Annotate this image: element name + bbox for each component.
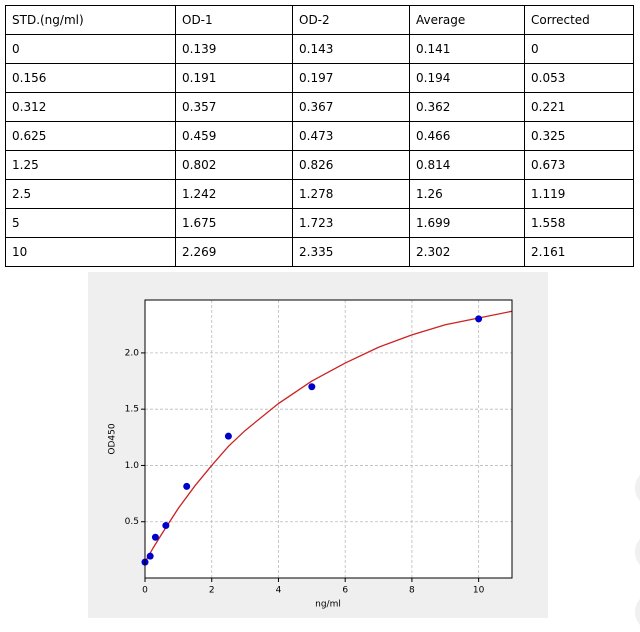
table-row: 5 1.675 1.723 1.699 1.558 (5, 208, 634, 238)
decor (635, 598, 640, 626)
table-cell: OD-1 (175, 5, 293, 35)
table-cell: Average (409, 5, 525, 35)
table-cell: 0.814 (409, 150, 525, 180)
y-tick-label: 2.0 (125, 348, 140, 358)
data-point (162, 522, 170, 530)
header-row: STD.(ng/ml) OD-1 OD-2 Average Corrected (5, 5, 634, 35)
table-cell: 0.139 (175, 34, 293, 64)
decor (635, 538, 640, 566)
table-cell: 0.473 (292, 121, 410, 151)
table-row: 1.25 0.802 0.826 0.814 0.673 (5, 150, 634, 180)
table-cell: 0.357 (175, 92, 293, 122)
x-tick-label: 0 (142, 586, 148, 596)
table-row: 10 2.269 2.335 2.302 2.161 (5, 237, 634, 267)
table-row: 0.625 0.459 0.473 0.466 0.325 (5, 121, 634, 151)
x-axis-label: ng/ml (315, 600, 341, 610)
data-point (308, 383, 316, 391)
table-cell: 0.459 (175, 121, 293, 151)
table-row: 0 0.139 0.143 0.141 0 (5, 34, 634, 64)
table-cell: 1.558 (524, 208, 634, 238)
table-cell: 10 (5, 237, 176, 267)
table-cell: 2.335 (292, 237, 410, 267)
x-tick-label: 10 (473, 586, 485, 596)
x-tick-label: 6 (342, 586, 348, 596)
table-cell: STD.(ng/ml) (5, 5, 176, 35)
decor (635, 474, 640, 502)
x-tick-label: 2 (209, 586, 215, 596)
table-cell: 0.362 (409, 92, 525, 122)
y-tick-label: 1.0 (125, 461, 140, 471)
data-point (183, 482, 191, 490)
table-cell: 0.466 (409, 121, 525, 151)
table-cell: Corrected (524, 5, 634, 35)
table-row: 2.5 1.242 1.278 1.26 1.119 (5, 179, 634, 209)
fit-curve (144, 310, 513, 563)
data-point (475, 315, 483, 323)
table-cell: 0.673 (524, 150, 634, 180)
plot-frame (144, 299, 513, 579)
table-cell: 0.625 (5, 121, 176, 151)
data-point (151, 533, 159, 541)
table-cell: 0.826 (292, 150, 410, 180)
x-tick-label: 4 (276, 586, 282, 596)
x-tick-label: 8 (409, 586, 415, 596)
table-cell: 0.143 (292, 34, 410, 64)
data-point (146, 552, 154, 560)
table-row: 0.312 0.357 0.367 0.362 0.221 (5, 92, 634, 122)
table-cell: 2.161 (524, 237, 634, 267)
table-cell: 2.302 (409, 237, 525, 267)
table-row: 0.156 0.191 0.197 0.194 0.053 (5, 63, 634, 93)
y-axis-label: OD450 (108, 423, 118, 454)
table-cell: 1.723 (292, 208, 410, 238)
table-cell: 0.156 (5, 63, 176, 93)
y-tick-label: 1.5 (125, 405, 139, 415)
table-cell: 1.675 (175, 208, 293, 238)
table-cell: 0.194 (409, 63, 525, 93)
plot-area (145, 300, 512, 578)
table-cell: 2.269 (175, 237, 293, 267)
table-cell: 1.26 (409, 179, 525, 209)
data-point (224, 432, 232, 440)
data-table: STD.(ng/ml) OD-1 OD-2 Average Corrected 0 0.13… (5, 5, 634, 267)
y-tick-label: 0.5 (125, 517, 139, 527)
